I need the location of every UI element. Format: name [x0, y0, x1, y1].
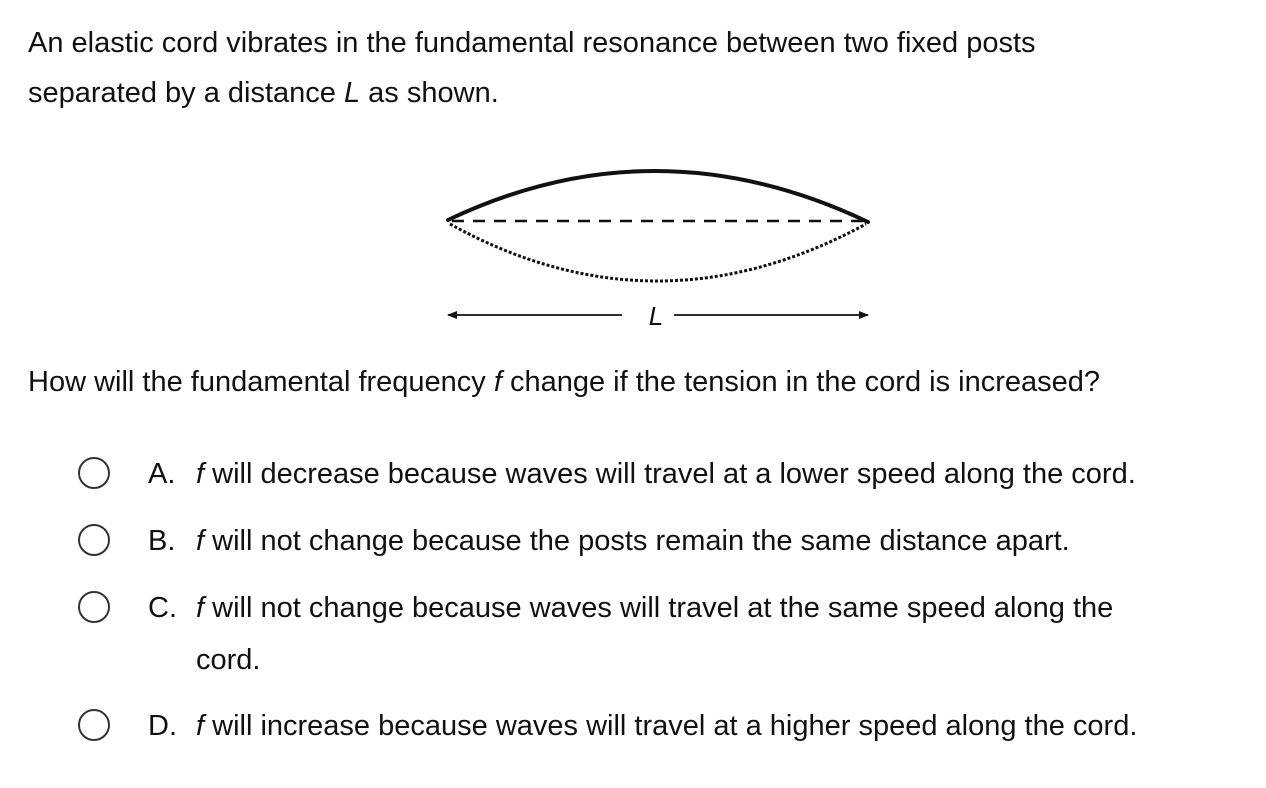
option-c-radio[interactable]: [78, 591, 110, 623]
option-b-variable: f: [196, 525, 205, 557]
option-a-text-line-1: will decrease because waves will travel …: [204, 458, 1136, 490]
cord-diagram: L: [446, 169, 870, 331]
option-b-text: f will not change because the posts rema…: [196, 515, 1256, 567]
option-b-text-line-1: will not change because the posts remain…: [204, 525, 1070, 557]
option-b-letter: B.: [148, 525, 176, 557]
cord-lower-position: [449, 222, 867, 283]
question-variable-f: f: [493, 366, 502, 398]
option-a-radio[interactable]: [78, 457, 110, 489]
option-d-letter: D.: [148, 710, 177, 742]
question-text-end: change if the tension in the cord is inc…: [501, 366, 1101, 398]
option-a-letter: A.: [148, 458, 176, 490]
stem-variable-l: L: [343, 77, 361, 109]
option-d-radio[interactable]: [78, 709, 110, 741]
question-stem: An elastic cord vibrates in the fundamen…: [28, 18, 1228, 118]
option-c-text: f will not change because waves will tra…: [196, 582, 1256, 686]
option-b-radio[interactable]: [78, 524, 110, 556]
option-c-text-line-2: cord.: [196, 644, 261, 676]
option-c-variable: f: [196, 592, 205, 624]
option-c-text-line-1: will not change because waves will trave…: [204, 592, 1114, 624]
option-d-variable: f: [196, 710, 205, 742]
option-d-text: f will increase because waves will trave…: [196, 700, 1256, 752]
question-text-start: How will the fundamental frequency: [28, 366, 494, 398]
option-d-text-line-1: will increase because waves will travel …: [204, 710, 1138, 742]
option-a-variable: f: [196, 458, 205, 490]
option-c-letter: C.: [148, 592, 177, 624]
stem-line-2-end: as shown.: [360, 77, 499, 109]
option-c-line-1: f will not change because waves will tra…: [196, 582, 1256, 634]
option-a-text: f will decrease because waves will trave…: [196, 448, 1256, 500]
stem-line-2: separated by a distance L as shown.: [28, 68, 1228, 118]
stem-line-2-text: separated by a distance: [28, 77, 344, 109]
stem-line-1: An elastic cord vibrates in the fundamen…: [28, 27, 1036, 59]
question-text: How will the fundamental frequency f cha…: [28, 360, 1100, 404]
dimension-label-l: L: [649, 301, 663, 331]
cord-upper-position: [446, 169, 870, 224]
